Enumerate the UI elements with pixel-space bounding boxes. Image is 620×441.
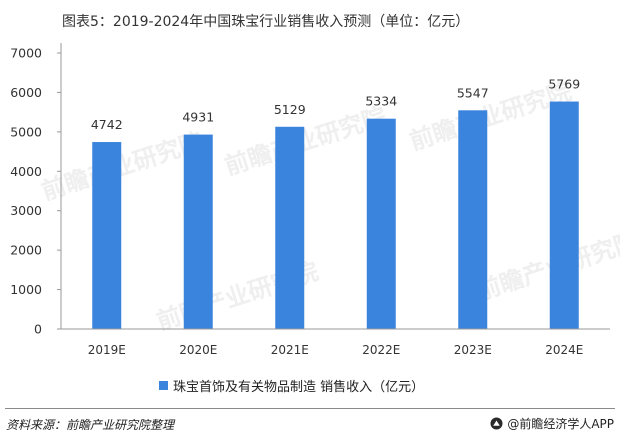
bar <box>92 142 122 329</box>
bar <box>549 101 579 330</box>
bar-value-label: 5769 <box>548 77 580 92</box>
bar-value-label: 5334 <box>365 94 397 109</box>
y-tick-label: 7000 <box>10 46 42 61</box>
bar-value-label: 5547 <box>457 85 489 100</box>
y-axis: 0 1000 2000 3000 4000 5000 6000 7000 <box>10 43 62 337</box>
x-tick-label: 2024E <box>545 343 583 357</box>
bar-value-label: 5129 <box>274 102 306 117</box>
watermark-text: 前瞻产业研究院 <box>473 227 620 306</box>
x-tick-label: 2020E <box>179 343 217 357</box>
bar <box>275 126 305 329</box>
bar <box>183 134 213 329</box>
qianzhan-logo-icon <box>490 417 503 430</box>
legend-label: 珠宝首饰及有关物品制造 销售收入（亿元） <box>173 379 425 395</box>
y-tick-label: 0 <box>34 322 42 337</box>
x-tick-label: 2019E <box>88 343 126 357</box>
footer-divider <box>5 408 615 409</box>
bar <box>366 118 396 329</box>
x-tick-label: 2021E <box>271 343 309 357</box>
legend: 珠宝首饰及有关物品制造 销售收入（亿元） <box>159 377 425 395</box>
chart-title: 图表5：2019-2024年中国珠宝行业销售收入预测（单位：亿元） <box>62 14 470 30</box>
brand-credit: @前瞻经济学人APP <box>490 415 614 432</box>
legend-swatch <box>159 380 168 390</box>
bar-series <box>92 101 579 330</box>
x-tick-label: 2023E <box>454 343 492 357</box>
y-tick-label: 4000 <box>10 164 42 179</box>
bar <box>458 110 488 330</box>
y-tick-label: 5000 <box>10 124 42 139</box>
bar-value-label: 4931 <box>182 110 214 125</box>
watermark-text: 前瞻产业研究院 <box>38 127 206 206</box>
source-note: 资料来源：前瞻产业研究院整理 <box>6 418 175 432</box>
x-axis: 2019E 2020E 2021E 2022E 2023E 2024E <box>61 328 610 357</box>
y-tick-label: 1000 <box>10 282 42 297</box>
y-tick-label: 3000 <box>10 203 42 218</box>
x-tick-label: 2022E <box>362 343 400 357</box>
bar-value-label: 4742 <box>91 117 123 132</box>
data-labels: 4742 4931 5129 5334 5547 5769 <box>91 77 580 132</box>
y-tick-label: 2000 <box>10 243 42 258</box>
brand-label: @前瞻经济学人APP <box>507 417 614 431</box>
y-tick-label: 6000 <box>10 85 42 100</box>
